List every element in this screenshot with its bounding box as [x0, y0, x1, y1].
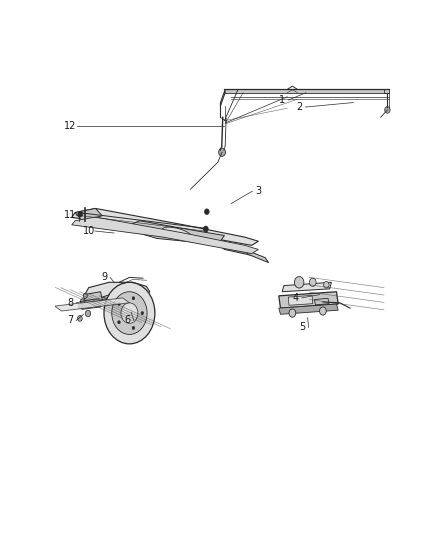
- Circle shape: [385, 107, 390, 113]
- Circle shape: [132, 326, 135, 329]
- Circle shape: [294, 277, 304, 288]
- Polygon shape: [72, 208, 258, 245]
- Polygon shape: [282, 282, 332, 292]
- Circle shape: [78, 211, 83, 217]
- Circle shape: [83, 293, 87, 298]
- Polygon shape: [85, 282, 150, 302]
- Circle shape: [324, 281, 329, 288]
- Circle shape: [219, 148, 226, 156]
- Polygon shape: [123, 221, 224, 245]
- Text: 3: 3: [255, 186, 261, 196]
- Circle shape: [132, 296, 135, 300]
- Circle shape: [81, 298, 85, 304]
- Polygon shape: [72, 217, 258, 254]
- Polygon shape: [84, 292, 102, 303]
- Text: 7: 7: [67, 316, 73, 326]
- Circle shape: [121, 303, 138, 324]
- Polygon shape: [384, 90, 389, 93]
- Circle shape: [320, 307, 326, 315]
- Polygon shape: [102, 292, 150, 301]
- Text: 2: 2: [296, 102, 302, 112]
- Polygon shape: [218, 245, 258, 257]
- Circle shape: [141, 311, 144, 314]
- Circle shape: [289, 309, 296, 317]
- Polygon shape: [279, 304, 338, 314]
- Text: 10: 10: [83, 226, 95, 236]
- Circle shape: [112, 292, 147, 334]
- Circle shape: [78, 316, 82, 321]
- Text: 11: 11: [64, 210, 76, 220]
- Polygon shape: [245, 249, 268, 263]
- Text: 12: 12: [64, 122, 76, 131]
- Polygon shape: [288, 295, 313, 305]
- Circle shape: [78, 304, 83, 309]
- Circle shape: [203, 226, 208, 232]
- Polygon shape: [220, 90, 225, 106]
- Polygon shape: [279, 292, 338, 308]
- Ellipse shape: [162, 227, 192, 240]
- Text: 6: 6: [125, 316, 131, 326]
- Text: 9: 9: [101, 272, 107, 282]
- Polygon shape: [55, 298, 130, 311]
- Circle shape: [118, 302, 120, 305]
- Text: 1: 1: [279, 95, 285, 105]
- Text: 4: 4: [293, 293, 299, 303]
- Circle shape: [205, 209, 209, 215]
- Polygon shape: [75, 208, 102, 221]
- Polygon shape: [80, 298, 101, 309]
- Circle shape: [309, 278, 316, 286]
- Circle shape: [118, 321, 120, 324]
- Circle shape: [85, 310, 91, 317]
- Text: 8: 8: [67, 298, 73, 308]
- Circle shape: [104, 282, 155, 344]
- Polygon shape: [314, 298, 329, 305]
- Text: 5: 5: [300, 322, 306, 333]
